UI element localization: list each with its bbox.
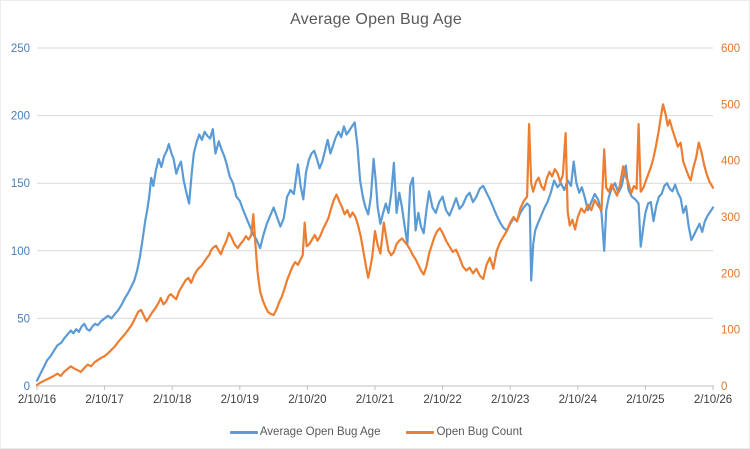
x-tick-label: 2/10/19	[221, 394, 259, 406]
legend-item-open-bug-count: Open Bug Count	[406, 426, 522, 438]
left-axis-tick-label: 50	[17, 313, 30, 325]
right-axis-tick-label: 100	[721, 325, 740, 337]
right-axis-tick-label: 0	[721, 381, 727, 393]
x-tick-label: 2/10/21	[356, 394, 394, 406]
left-axis-tick-label: 200	[11, 111, 30, 123]
right-axis-tick-label: 500	[721, 99, 740, 111]
x-tick-label: 2/10/23	[491, 394, 529, 406]
x-tick-label: 2/10/22	[423, 394, 461, 406]
x-tick-label: 2/10/16	[18, 394, 56, 406]
x-tick-label: 2/10/18	[153, 394, 191, 406]
x-tick-label: 2/10/24	[559, 394, 598, 406]
x-tick-label: 2/10/25	[626, 394, 664, 406]
right-axis-tick-label: 300	[721, 212, 740, 224]
x-tick-label: 2/10/17	[85, 394, 123, 406]
series-line-open-bug-count	[35, 103, 715, 386]
legend: Average Open Bug Age Open Bug Count	[1, 426, 749, 438]
right-axis-tick-label: 400	[721, 156, 740, 168]
left-axis-tick-label: 0	[24, 381, 30, 393]
legend-line-swatch-orange	[406, 430, 435, 434]
chart-title: Average Open Bug Age	[290, 11, 462, 28]
x-tick-label: 2/10/20	[288, 394, 326, 406]
legend-label: Average Open Bug Age	[259, 426, 381, 438]
left-axis-tick-label: 100	[11, 246, 30, 258]
series-line-average-open-bug-age	[35, 121, 715, 382]
right-axis-tick-label: 600	[721, 43, 740, 55]
legend-item-average-open-bug-age: Average Open Bug Age	[229, 426, 381, 438]
left-axis-tick-label: 250	[11, 43, 30, 55]
right-axis-tick-label: 200	[721, 268, 740, 280]
x-tick-label: 2/10/26	[694, 394, 732, 406]
legend-line-swatch-blue	[229, 430, 258, 434]
left-axis-tick-label: 150	[11, 178, 30, 190]
legend-label: Open Bug Count	[436, 426, 523, 438]
